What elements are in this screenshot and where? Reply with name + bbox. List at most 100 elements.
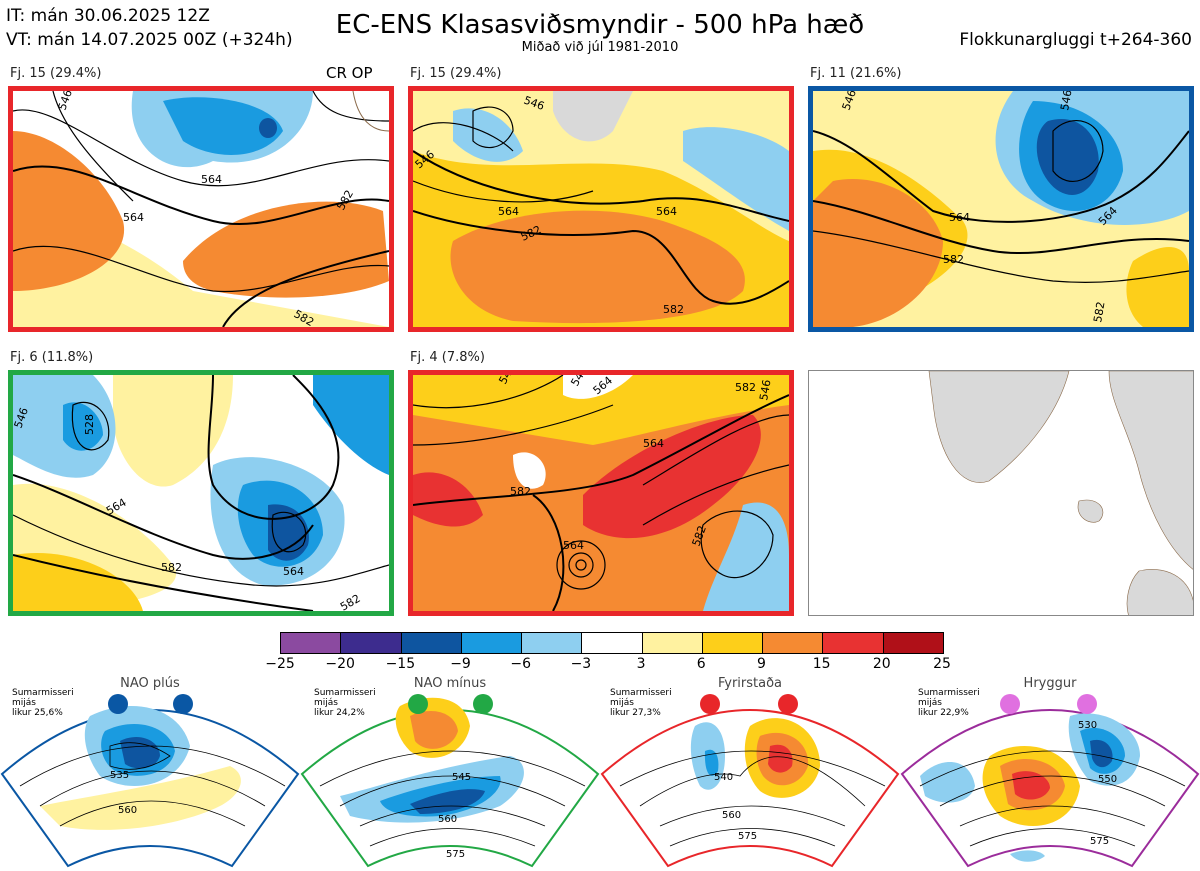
cluster-map-3-svg: 546 564 546 564 582 582 <box>813 91 1189 327</box>
regime-ridge: 530 550 575 Hryggur Sumarmisseri mijás l… <box>900 676 1200 871</box>
colorbar-tick-label: 3 <box>636 656 646 672</box>
regime-marker <box>408 694 428 714</box>
panel-3-label: Fj. 11 (21.6%) <box>810 66 902 81</box>
regime-mean: mijás <box>12 698 36 708</box>
contour-label: 582 <box>735 381 756 394</box>
contour-label: 564 <box>643 437 664 450</box>
panel-1-label: Fj. 15 (29.4%) <box>10 66 102 81</box>
regime-mean: mijás <box>610 698 634 708</box>
colorbar-segment <box>882 633 943 653</box>
anomaly-colorbar <box>280 632 944 654</box>
regime-name: Hryggur <box>1023 676 1077 691</box>
panel-5-label: Fj. 4 (7.8%) <box>410 350 485 365</box>
colorbar-tick-label: −25 <box>265 656 295 672</box>
cluster-map-1-svg: 546 564 564 582 582 <box>13 91 389 327</box>
contour-label: 582 <box>161 561 182 574</box>
valid-time: VT: mán 14.07.2025 00Z (+324h) <box>6 30 293 50</box>
regime-probability: likur 25,6% <box>12 708 63 718</box>
colorbar-segment <box>822 633 883 653</box>
colorbar-segment <box>460 633 522 653</box>
contour-label: 540 <box>714 772 733 783</box>
cluster-map-2: 546 546 564 582 582 564 <box>408 86 794 332</box>
regime-ridge-svg: 530 550 575 <box>900 694 1200 868</box>
regime-blocking: 540 560 575 Fyrirstaða Sumarmisseri mijá… <box>600 676 900 871</box>
contour-label: 575 <box>446 849 465 860</box>
page-title: EC-ENS Klasasviðsmyndir - 500 hPa hæð <box>335 10 865 40</box>
colorbar-tick-label: −9 <box>450 656 471 672</box>
panel-2-label: Fj. 15 (29.4%) <box>410 66 502 81</box>
contour-label: 564 <box>498 205 519 218</box>
contour-label: 564 <box>656 205 677 218</box>
colorbar-segment <box>521 633 582 653</box>
regime-marker <box>778 694 798 714</box>
regime-season: Sumarmisseri <box>12 688 74 698</box>
regime-season: Sumarmisseri <box>918 688 980 698</box>
contour-label: 582 <box>510 485 531 498</box>
colorbar-segment <box>641 633 702 653</box>
colorbar-tick-label: −15 <box>385 656 416 672</box>
regime-probability: likur 22,9% <box>918 708 969 718</box>
contour-label: 530 <box>1078 720 1097 731</box>
cluster-map-3: 546 564 546 564 582 582 <box>808 86 1194 332</box>
regime-nao-plus: 535 560 NAO plús Sumarmisseri mijás liku… <box>0 676 300 871</box>
cluster-map-5-svg: 546 546 564 582 582 564 582 546 564 <box>413 375 789 611</box>
cluster-map-2-svg: 546 546 564 582 582 564 <box>413 91 789 327</box>
regime-marker <box>700 694 720 714</box>
contour-label: 575 <box>1090 836 1109 847</box>
contour-label: 560 <box>118 805 137 816</box>
contour-label: 564 <box>949 211 970 224</box>
contour-label: 546 <box>56 91 75 112</box>
regime-name: Fyrirstaða <box>717 676 783 691</box>
classification-window: Flokkunargluggi t+264-360 <box>959 30 1192 50</box>
regime-probability: likur 24,2% <box>314 708 365 718</box>
empty-reference-map <box>808 370 1194 616</box>
contour-label: 546 <box>757 379 773 402</box>
cluster-map-1: 546 564 564 582 582 <box>8 86 394 332</box>
colorbar-segment <box>701 633 763 653</box>
colorbar-segment <box>340 633 401 653</box>
regime-season: Sumarmisseri <box>610 688 672 698</box>
colorbar-tick-label: 6 <box>696 656 706 672</box>
regime-marker <box>473 694 493 714</box>
regime-nao-minus: 545 560 575 NAO mínus Sumarmisseri mijás… <box>300 676 600 871</box>
contour-label: 564 <box>283 565 304 578</box>
cluster-map-5: 546 546 564 582 582 564 582 546 564 <box>408 370 794 616</box>
contour-label: 535 <box>110 770 129 781</box>
cluster-map-4-svg: 546 528 564 564 582 582 <box>13 375 389 611</box>
regime-name: NAO mínus <box>413 676 487 691</box>
colorbar-segment <box>581 633 642 653</box>
regime-blocking-svg: 540 560 575 <box>600 694 900 868</box>
contour-label: 582 <box>943 253 964 266</box>
contour-label: 550 <box>1098 774 1117 785</box>
regime-marker <box>173 694 193 714</box>
regime-name: NAO plús <box>120 676 180 691</box>
contour-label: 560 <box>722 810 741 821</box>
regime-nao-minus-svg: 545 560 575 <box>300 694 600 868</box>
contour-label: 546 <box>1058 91 1074 112</box>
colorbar-tick-label: 9 <box>756 656 766 672</box>
colorbar-tick-label: −20 <box>325 656 355 672</box>
contour-label: 582 <box>663 303 684 316</box>
colorbar-tick-label: −6 <box>510 656 532 672</box>
issue-time: IT: mán 30.06.2025 12Z <box>6 6 210 26</box>
regime-mean: mijás <box>918 698 942 708</box>
colorbar-tick-label: 15 <box>812 656 831 672</box>
regime-marker <box>1077 694 1097 714</box>
panel-4-label: Fj. 6 (11.8%) <box>10 350 94 365</box>
regime-nao-plus-svg: 535 560 <box>0 694 300 868</box>
contour-label: 560 <box>438 814 457 825</box>
regime-probability: likur 27,3% <box>610 708 661 718</box>
colorbar-segment <box>281 633 341 653</box>
contour-label: 546 <box>496 375 518 387</box>
colorbar-tick-label: 25 <box>933 656 951 672</box>
contour-label: 575 <box>738 831 757 842</box>
contour-label: 564 <box>563 539 584 552</box>
colorbar-tick-label: −3 <box>570 656 592 672</box>
cluster-map-4: 546 528 564 564 582 582 <box>8 370 394 616</box>
colorbar-tick-label: 20 <box>872 656 891 672</box>
contour-label: 564 <box>123 211 144 224</box>
contour-label: 545 <box>452 772 471 783</box>
panel-1-tag: CR OP <box>326 64 373 82</box>
regime-marker <box>108 694 128 714</box>
regime-marker <box>1000 694 1020 714</box>
